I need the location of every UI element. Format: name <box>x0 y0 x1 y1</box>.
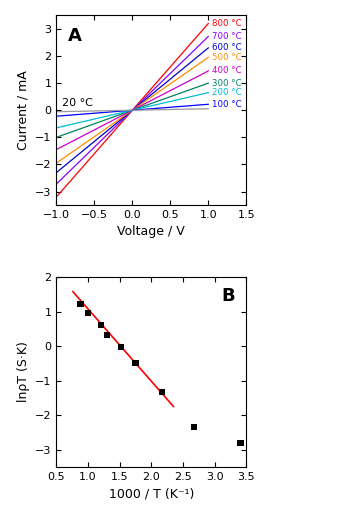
Text: 100 °C: 100 °C <box>212 100 242 109</box>
Text: 400 °C: 400 °C <box>212 67 242 75</box>
Text: 500 °C: 500 °C <box>212 53 242 62</box>
Point <box>159 387 165 396</box>
Text: 800 °C: 800 °C <box>212 19 242 28</box>
Text: 700 °C: 700 °C <box>212 32 242 41</box>
Point <box>118 343 124 351</box>
Point <box>192 423 197 431</box>
X-axis label: Voltage / V: Voltage / V <box>117 226 185 239</box>
Y-axis label: lnρT (S·K): lnρT (S·K) <box>16 342 29 402</box>
Point <box>98 321 103 329</box>
Point <box>133 359 138 367</box>
Point <box>78 300 83 308</box>
Text: A: A <box>68 27 82 45</box>
Point <box>238 439 243 447</box>
Text: 20 °C: 20 °C <box>62 98 93 108</box>
Point <box>86 309 91 318</box>
Text: 200 °C: 200 °C <box>212 88 242 97</box>
Text: B: B <box>221 287 235 305</box>
Text: 300 °C: 300 °C <box>212 78 242 88</box>
X-axis label: 1000 / T (K⁻¹): 1000 / T (K⁻¹) <box>109 487 194 500</box>
Y-axis label: Current / mA: Current / mA <box>16 70 29 150</box>
Text: 600 °C: 600 °C <box>212 44 242 52</box>
Point <box>104 331 110 339</box>
